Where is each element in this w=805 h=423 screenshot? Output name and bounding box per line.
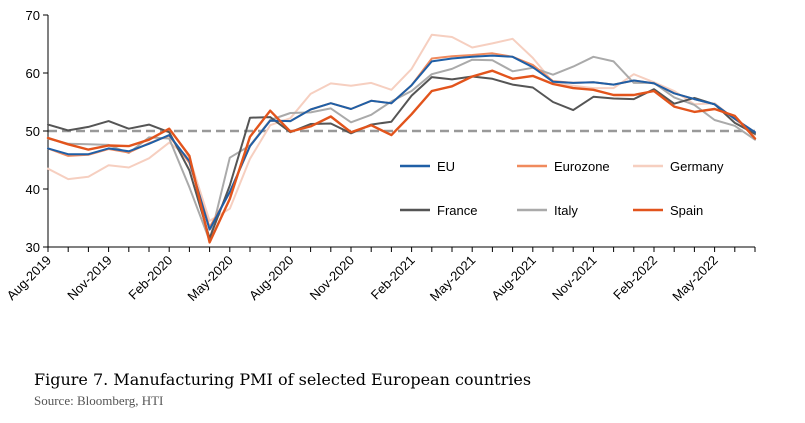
legend-label-eurozone: Eurozone	[554, 159, 610, 174]
series-lines	[46, 33, 757, 244]
series-line-italy	[47, 55, 756, 242]
series-line-spain	[46, 69, 757, 244]
y-tick-label: 50	[26, 124, 40, 139]
y-tick-label: 70	[26, 8, 40, 23]
x-tick-label: Feb-2020	[125, 253, 175, 303]
figure-source: Source: Bloomberg, HTI	[34, 393, 164, 408]
series-line-eu	[47, 54, 756, 231]
x-tick-label: Feb-2021	[368, 253, 418, 303]
legend-label-france: France	[437, 203, 477, 218]
x-tick-label: Aug-2021	[488, 253, 538, 303]
figure-caption: Figure 7. Manufacturing PMI of selected …	[34, 370, 532, 389]
legend-label-italy: Italy	[554, 203, 578, 218]
x-tick-label: Aug-2020	[246, 253, 296, 303]
x-tick-label: Nov-2021	[549, 253, 599, 303]
x-tick-label: Nov-2020	[307, 253, 357, 303]
x-tick-label: May-2022	[669, 253, 720, 304]
x-tick-label: Nov-2019	[64, 253, 114, 303]
legend-label-germany: Germany	[670, 159, 724, 174]
legend-label-spain: Spain	[670, 203, 703, 218]
y-tick-label: 30	[26, 240, 40, 255]
y-tick-label: 40	[26, 182, 40, 197]
y-tick-label: 60	[26, 66, 40, 81]
x-tick-label: Aug-2019	[4, 253, 54, 303]
x-tick-label: May-2021	[427, 253, 478, 304]
series-line-france	[47, 75, 756, 240]
x-tick-label: Feb-2022	[610, 253, 660, 303]
series-line-germany	[47, 33, 756, 222]
y-axis-ticks: 30 40 50 60 70	[26, 8, 48, 255]
legend-label-eu: EU	[437, 159, 455, 174]
x-tick-label: May-2020	[184, 253, 235, 304]
legend: EU Eurozone Germany France Italy Spain	[400, 159, 724, 218]
x-axis-ticks: Aug-2019 Nov-2019 Feb-2020 May-2020 Aug-2020…	[4, 247, 756, 304]
